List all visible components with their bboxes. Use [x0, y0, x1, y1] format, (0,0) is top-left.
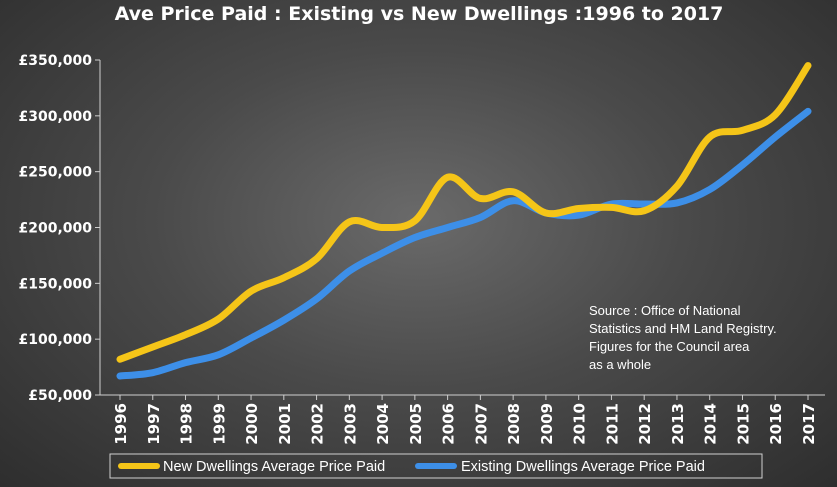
x-tick-label: 2005: [407, 403, 425, 445]
series-lines: [116, 62, 812, 380]
x-tick-label: 2011: [603, 403, 621, 445]
legend-box: [109, 453, 763, 479]
x-tick-label: 2003: [341, 403, 359, 445]
x-tick-label: 2004: [374, 403, 392, 445]
annotation-line-1: Source : Office of National: [589, 303, 741, 318]
x-tick-label: 2008: [505, 403, 523, 445]
x-tick-label: 2000: [243, 403, 261, 445]
x-tick-label: 2007: [472, 403, 490, 445]
y-tick-label: £350,000: [18, 53, 92, 69]
x-tick-label: 1998: [178, 403, 196, 445]
x-tick-label: 2017: [800, 403, 818, 445]
legend-label-existing: Existing Dwellings Average Price Paid: [461, 459, 705, 475]
y-tick-label: £150,000: [18, 276, 92, 292]
y-tick-label: £300,000: [18, 109, 92, 125]
x-axis-ticks: 1996 1997 1998 1999 2000 2001 2002 2003 2004 2005…: [112, 395, 818, 445]
x-tick-label: 1999: [210, 403, 228, 445]
x-tick-label: 2012: [636, 403, 654, 445]
annotation-line-2: Statistics and HM Land Registry.: [589, 321, 777, 336]
annotation-line-3: Figures for the Council area: [589, 339, 750, 354]
x-tick-label: 2013: [669, 403, 687, 445]
annotation-line-4: as a whole: [589, 357, 651, 372]
legend: New Dwellings Average Price Paid Existin…: [109, 453, 763, 479]
x-tick-label: 2009: [538, 403, 556, 445]
y-tick-label: £250,000: [18, 165, 92, 181]
series-line-new-dwellings: [116, 62, 812, 363]
x-tick-label: 2002: [309, 403, 327, 445]
x-tick-label: 1996: [112, 403, 130, 445]
x-tick-label: 2006: [440, 403, 458, 445]
source-annotation: Source : Office of National Statistics a…: [589, 303, 777, 372]
y-tick-label: £100,000: [18, 332, 92, 348]
x-tick-label: 2014: [702, 403, 720, 445]
legend-label-new: New Dwellings Average Price Paid: [163, 459, 385, 475]
y-tick-label: £50,000: [28, 388, 92, 404]
series-line-existing-dwellings: [116, 107, 812, 380]
x-tick-label: 2015: [734, 403, 752, 445]
x-tick-label: 2001: [276, 403, 294, 445]
y-axis-ticks: £50,000 £100,000 £150,000 £200,000 £250,000 £…: [18, 53, 100, 404]
x-tick-label: 2010: [571, 403, 589, 445]
x-tick-label: 2016: [767, 403, 785, 445]
chart-title: Ave Price Paid : Existing vs New Dwellin…: [115, 3, 724, 25]
y-tick-label: £200,000: [18, 221, 92, 237]
x-tick-label: 1997: [145, 403, 163, 445]
